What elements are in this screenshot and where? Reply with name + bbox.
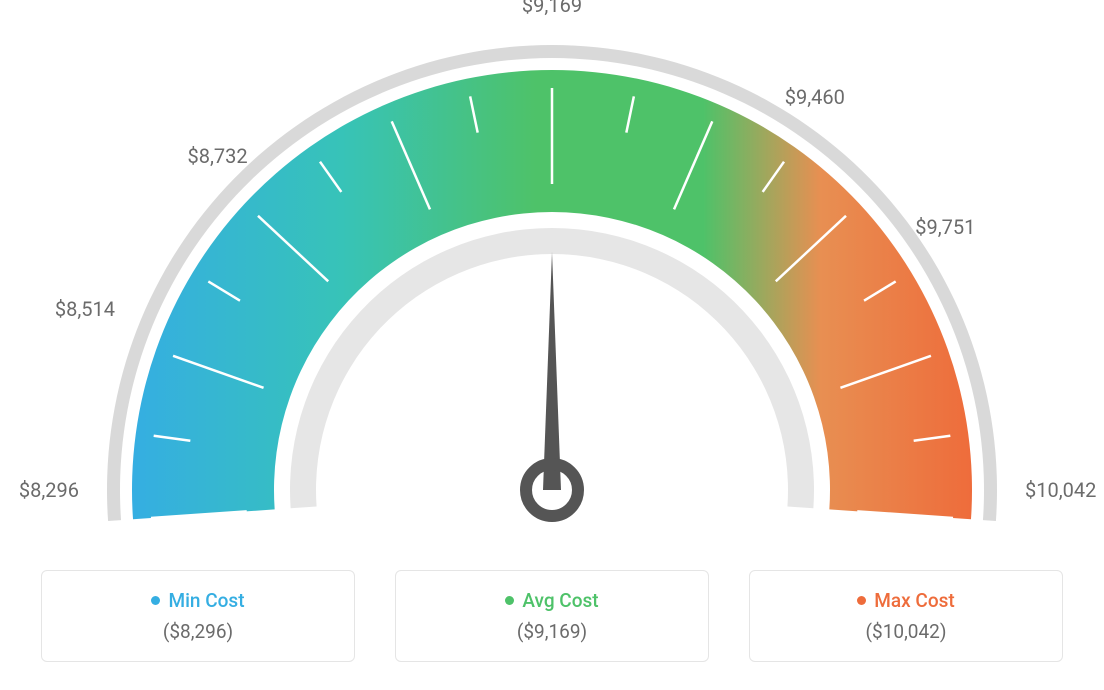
legend-title-avg: Avg Cost (505, 589, 598, 612)
gauge-tick-label: $8,514 (55, 297, 115, 321)
legend-card-max: Max Cost ($10,042) (749, 570, 1063, 662)
legend-value-avg: ($9,169) (517, 620, 587, 643)
legend-card-avg: Avg Cost ($9,169) (395, 570, 709, 662)
legend-value-max: ($10,042) (866, 620, 947, 643)
gauge-tick-label: $8,296 (19, 478, 79, 502)
gauge-chart: $8,296$8,514$8,732$9,169$9,460$9,751$10,… (32, 0, 1072, 540)
gauge-tick-label: $9,460 (785, 85, 845, 109)
legend-label-min: Min Cost (168, 589, 244, 612)
legend-dot-min (151, 596, 160, 605)
legend-row: Min Cost ($8,296) Avg Cost ($9,169) Max … (41, 570, 1063, 662)
legend-dot-max (857, 596, 866, 605)
gauge-tick-label: $9,751 (915, 215, 975, 239)
gauge-tick-label: $10,042 (1025, 478, 1096, 502)
legend-card-min: Min Cost ($8,296) (41, 570, 355, 662)
gauge-tick-label: $8,732 (187, 144, 247, 168)
legend-label-max: Max Cost (874, 589, 954, 612)
legend-dot-avg (505, 596, 514, 605)
legend-title-min: Min Cost (151, 589, 244, 612)
gauge-svg (32, 0, 1072, 540)
legend-value-min: ($8,296) (163, 620, 233, 643)
legend-label-avg: Avg Cost (522, 589, 598, 612)
gauge-tick-label: $9,169 (522, 0, 582, 17)
legend-title-max: Max Cost (857, 589, 954, 612)
